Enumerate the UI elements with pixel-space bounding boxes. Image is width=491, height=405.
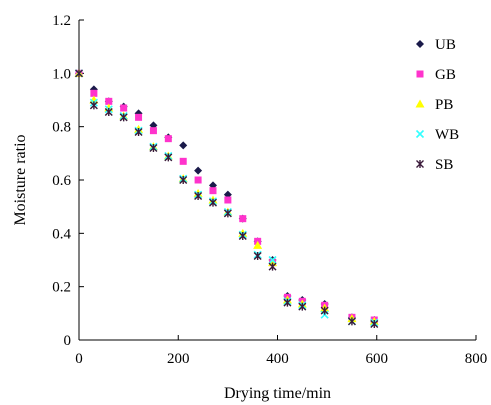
- data-point: [268, 255, 277, 265]
- data-point: [179, 176, 188, 184]
- legend-marker: [416, 70, 424, 78]
- data-point: [253, 240, 263, 249]
- legend-label: UB: [435, 37, 456, 53]
- data-point: [223, 209, 232, 218]
- legend-item-ub: UB: [416, 37, 456, 53]
- data-point: [119, 113, 128, 122]
- y-tick-label: 1.0: [52, 66, 71, 82]
- y-ticks: 0 0.2 0.4 0.6 0.8 1.0 1.2: [52, 13, 84, 349]
- x-tick-label: 600: [366, 351, 389, 367]
- y-axis-label: Moisture ratio: [12, 134, 29, 225]
- y-tick-label: 0.4: [52, 226, 71, 242]
- data-point: [105, 97, 113, 105]
- x-tick-label: 400: [266, 351, 289, 367]
- data-point: [149, 127, 157, 135]
- data-point: [194, 166, 203, 175]
- data-point: [253, 252, 262, 260]
- data-point: [194, 176, 202, 184]
- x-tick-label: 200: [167, 351, 190, 367]
- data-point: [320, 306, 329, 315]
- data-point: [268, 262, 277, 271]
- legend-item-pb: PB: [415, 97, 453, 113]
- legend-item-gb: GB: [416, 67, 456, 83]
- y-tick-label: 1.2: [52, 13, 71, 29]
- legend-label: GB: [435, 67, 456, 83]
- data-point: [135, 113, 143, 121]
- data-point: [164, 135, 172, 143]
- x-tick-label: 800: [465, 351, 488, 367]
- legend-item-wb: WB: [415, 127, 459, 143]
- data-point: [208, 198, 217, 207]
- y-tick-label: 0.8: [52, 120, 71, 136]
- series-gb: [75, 69, 378, 324]
- data-point: [90, 89, 98, 97]
- data-point: [194, 192, 203, 200]
- data-point: [209, 187, 217, 195]
- data-point: [347, 317, 356, 326]
- data-point: [149, 144, 158, 152]
- y-tick-label: 0.2: [52, 280, 71, 296]
- y-tick-label: 0.6: [52, 173, 71, 189]
- legend-marker: [416, 160, 424, 168]
- data-point: [89, 101, 98, 110]
- legend-label: PB: [435, 97, 453, 113]
- legend-marker: [415, 129, 425, 139]
- series-sb: [75, 69, 379, 328]
- data-point: [134, 128, 143, 136]
- y-tick-label: 0: [64, 333, 72, 349]
- legend-marker: [415, 99, 425, 108]
- legend-label: SB: [435, 157, 453, 173]
- data-points: [74, 68, 379, 328]
- data-point: [283, 298, 292, 307]
- data-point: [370, 320, 379, 328]
- legend-label: WB: [435, 127, 459, 143]
- data-point: [298, 302, 307, 311]
- x-tick-label: 0: [75, 351, 83, 367]
- data-point: [120, 104, 128, 112]
- data-point: [179, 141, 188, 150]
- data-point: [164, 153, 173, 162]
- data-point: [224, 196, 232, 204]
- axes: [78, 20, 476, 341]
- legend-item-sb: SB: [416, 157, 453, 173]
- data-point: [104, 108, 113, 116]
- data-point: [179, 157, 187, 165]
- x-axis-label: Drying time/min: [224, 385, 331, 402]
- x-ticks: 0 200 400 600 800: [75, 335, 487, 367]
- data-point: [75, 69, 83, 78]
- legend: UB GB PB WB SB: [415, 37, 459, 173]
- legend-marker: [416, 40, 424, 48]
- data-point: [238, 232, 247, 240]
- data-point: [239, 215, 247, 223]
